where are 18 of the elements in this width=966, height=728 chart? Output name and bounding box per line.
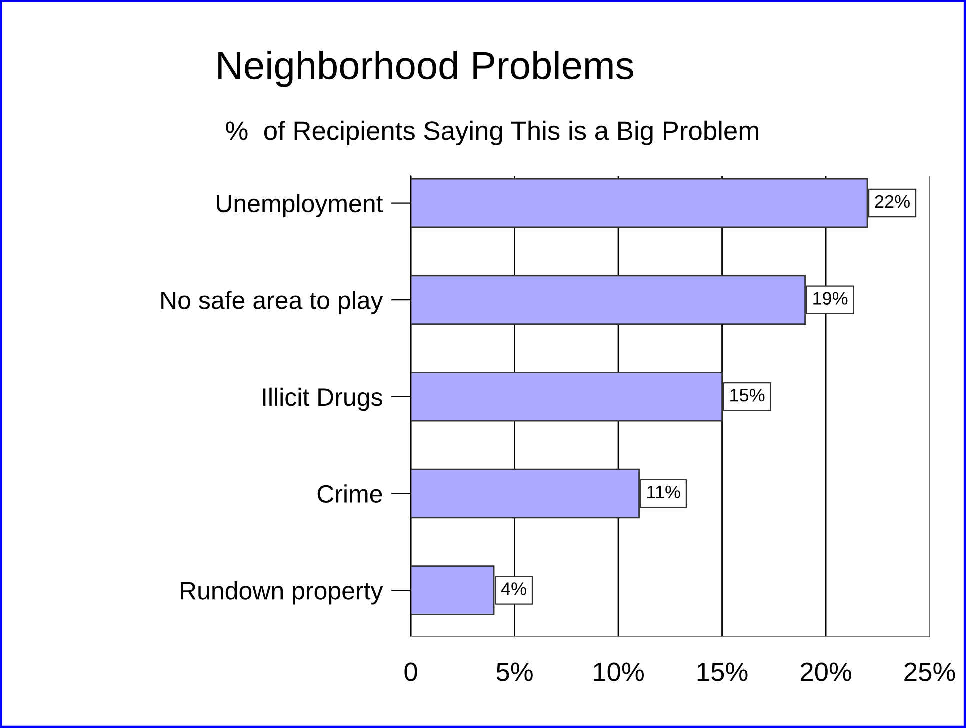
y-tick-label: Rundown property [181, 581, 384, 605]
y-tick-label: Unemployment [217, 194, 384, 218]
data-label: 4% [501, 582, 526, 596]
x-tick-label: 20% [800, 662, 852, 682]
y-tick-label: Crime [318, 484, 382, 504]
data-label: 15% [730, 389, 765, 402]
x-tick-label: 15% [698, 662, 748, 682]
x-tick-label: 0 [404, 662, 418, 682]
x-tick-label: 25% [904, 662, 956, 682]
chart-title: Neighborhood Problems [218, 51, 634, 88]
x-tick-label: 10% [594, 662, 644, 682]
chart-subtitle: % of Recipients Saying This is a Big Problem [226, 120, 758, 146]
data-label: 22% [875, 195, 910, 208]
y-tick-label: Illicit Drugs [263, 388, 382, 412]
data-label: 11% [648, 486, 680, 498]
y-tick-label: No safe area to play [162, 291, 384, 314]
x-tick-label: 5% [496, 662, 533, 682]
data-label: 19% [814, 292, 848, 305]
